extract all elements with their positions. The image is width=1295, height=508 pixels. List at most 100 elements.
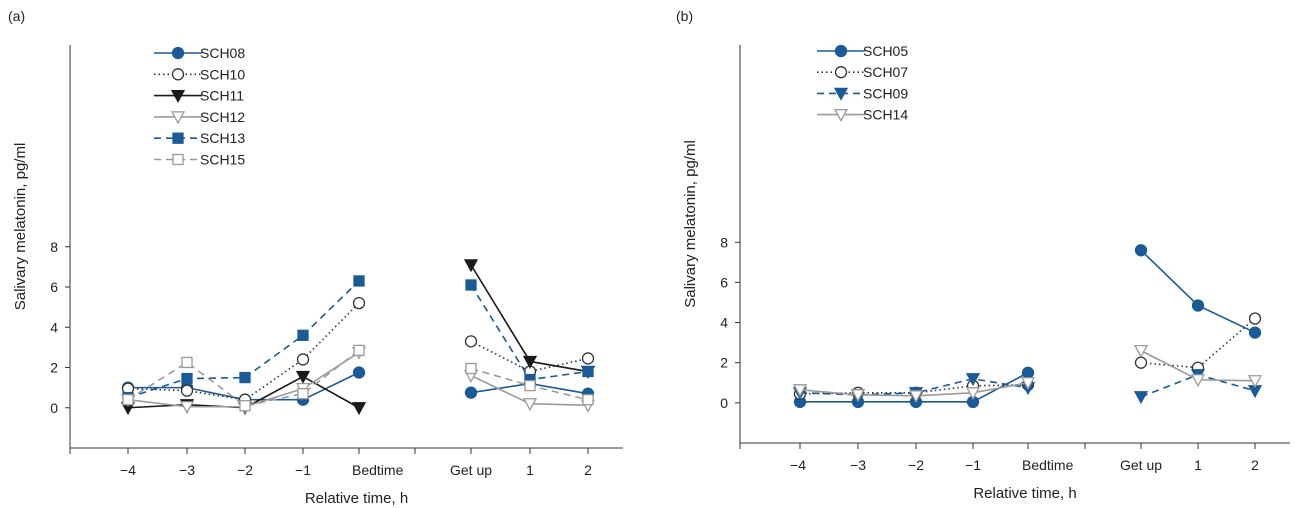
data-point — [965, 387, 981, 401]
data-point — [296, 353, 310, 366]
panel-label: (a) — [8, 8, 25, 24]
data-point — [353, 344, 365, 357]
y-tick-label: 0 — [720, 395, 728, 411]
data-point — [1248, 312, 1262, 325]
data-point — [297, 329, 309, 341]
legend-marker — [172, 153, 184, 166]
data-point — [1190, 374, 1206, 388]
y-tick-label: 6 — [50, 279, 58, 295]
legend-label: SCH14 — [863, 107, 908, 123]
panel-label: (b) — [676, 8, 693, 24]
data-point — [239, 400, 251, 412]
legend-label: SCH10 — [200, 66, 245, 82]
legend-label: SCH13 — [200, 130, 245, 146]
legend-label: SCH11 — [200, 88, 244, 104]
data-point — [1134, 244, 1148, 257]
data-point — [463, 259, 479, 273]
legend-marker — [833, 108, 849, 122]
data-point — [792, 384, 808, 398]
data-point — [850, 389, 866, 403]
legend: SCH08 SCH10 SCH11 SCH12 SCH13 SCH15 — [154, 45, 245, 168]
data-point — [239, 371, 251, 384]
data-point — [1191, 299, 1205, 312]
data-point — [908, 390, 924, 404]
data-point — [464, 386, 478, 399]
data-point — [582, 394, 594, 406]
x-tick-label: 2 — [1251, 457, 1259, 473]
data-point — [1133, 345, 1149, 359]
y-tick-label: 8 — [720, 234, 728, 250]
series-line — [127, 302, 360, 401]
data-point — [180, 384, 194, 397]
data-point — [295, 370, 311, 384]
data-point — [122, 394, 134, 406]
data-point — [522, 355, 538, 369]
x-tick-label: Bedtime — [1022, 457, 1074, 473]
x-tick-label: −2 — [908, 457, 924, 473]
y-axis-label: Salivary melatonin, pg/ml — [12, 143, 29, 311]
series-line — [1140, 317, 1256, 369]
legend-label: SCH08 — [200, 45, 245, 61]
legend-label: SCH07 — [863, 64, 908, 80]
series-sch13 — [122, 275, 594, 404]
data-point — [464, 335, 478, 348]
series-sch14 — [792, 345, 1263, 404]
y-tick-label: 2 — [50, 360, 58, 376]
y-tick-label: 2 — [720, 355, 728, 371]
data-point — [352, 366, 366, 379]
x-tick-label: 1 — [526, 462, 534, 478]
legend-marker — [834, 66, 848, 79]
data-point — [522, 398, 538, 412]
data-point — [1247, 375, 1263, 389]
data-point — [524, 379, 536, 392]
legend-marker — [170, 89, 186, 103]
x-tick-label: Get up — [450, 462, 492, 478]
x-tick-label: −4 — [120, 462, 136, 478]
data-point — [181, 356, 193, 369]
legend: SCH05 SCH07 SCH09 SCH14 — [817, 43, 908, 123]
y-tick-label: 6 — [720, 274, 728, 290]
series-sch05 — [793, 244, 1262, 408]
data-point — [1248, 326, 1262, 339]
data-point — [179, 401, 195, 415]
y-tick-label: 4 — [50, 319, 58, 335]
x-tick-label: −1 — [295, 462, 311, 478]
legend-label: SCH09 — [863, 85, 908, 101]
data-point — [1133, 391, 1149, 405]
data-point — [582, 365, 594, 378]
data-point — [352, 296, 366, 310]
legend-marker — [833, 87, 849, 101]
y-tick-label: 8 — [50, 239, 58, 255]
legend-marker — [170, 111, 186, 125]
x-tick-label: −2 — [237, 462, 253, 478]
x-tick-label: −4 — [790, 457, 806, 473]
legend-marker — [171, 46, 185, 60]
x-axis-label: Relative time, h — [305, 490, 408, 507]
series-line — [470, 264, 589, 373]
data-point — [465, 279, 477, 291]
x-tick-label: −3 — [179, 462, 195, 478]
data-point — [1134, 356, 1148, 369]
legend-label: SCH15 — [200, 152, 245, 168]
x-tick-label: 1 — [1194, 457, 1202, 473]
series-line — [799, 377, 1029, 396]
data-point — [1021, 366, 1035, 379]
x-tick-label: −1 — [965, 457, 981, 473]
legend-label: SCH05 — [863, 43, 908, 59]
data-point — [353, 275, 365, 287]
panel-b: (b) 0 2 4 6 8 −4 −3 −2 −1 Bedtime Get up 1 2 Relative… — [676, 8, 1290, 502]
x-axis-label: Relative time, h — [973, 485, 1076, 502]
data-point — [181, 372, 193, 385]
legend-marker — [172, 132, 184, 144]
panel-a: (a) 0 2 4 6 8 −4 −3 −2 −1 Bedtime Get up 1 2 Relative… — [8, 8, 623, 507]
legend-marker — [171, 68, 185, 81]
x-tick-label: 2 — [584, 462, 592, 478]
legend-marker — [834, 44, 848, 58]
legend-label: SCH12 — [200, 109, 245, 125]
y-tick-label: 4 — [720, 315, 728, 331]
series-sch15 — [122, 344, 594, 412]
series-line — [1140, 249, 1256, 334]
y-tick-label: 0 — [50, 400, 58, 416]
